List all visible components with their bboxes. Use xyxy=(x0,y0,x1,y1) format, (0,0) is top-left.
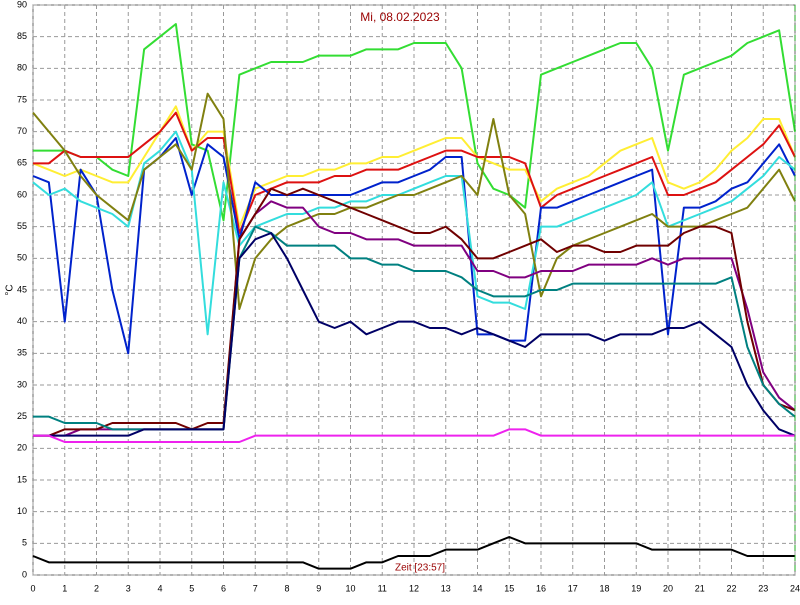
x-tick-label: 13 xyxy=(441,583,451,593)
x-tick-label: 12 xyxy=(409,583,419,593)
x-tick-label: 17 xyxy=(568,583,578,593)
lines xyxy=(32,23,796,570)
y-tick-label: 85 xyxy=(17,31,27,41)
y-tick-label: 70 xyxy=(17,126,27,136)
x-tick-label: 9 xyxy=(316,583,321,593)
x-tick-label: 24 xyxy=(790,583,800,593)
y-tick-label: 0 xyxy=(22,569,27,579)
x-tick-label: 21 xyxy=(695,583,705,593)
x-tick-label: 20 xyxy=(663,583,673,593)
series-line xyxy=(33,111,796,234)
x-tick-label: 11 xyxy=(378,583,387,593)
x-tick-label: 18 xyxy=(599,583,609,593)
y-tick-label: 40 xyxy=(17,316,27,326)
y-tick-label: 80 xyxy=(17,63,27,73)
series-line xyxy=(32,92,796,310)
series-line xyxy=(32,536,795,570)
y-tick-label: 35 xyxy=(17,348,27,358)
y-tick-label: 10 xyxy=(17,506,27,516)
x-tick-label: 8 xyxy=(284,583,289,593)
y-tick-label: 65 xyxy=(17,158,27,168)
y-axis-label: °C xyxy=(5,284,16,295)
y-tick-label: 30 xyxy=(17,379,27,389)
x-tick-label: 2 xyxy=(94,583,99,593)
x-tick-label: 1 xyxy=(62,583,67,593)
x-tick-label: 14 xyxy=(472,583,482,593)
series-line xyxy=(33,187,796,437)
time-annotation: Zeit [23:57] xyxy=(395,563,445,574)
series-line xyxy=(33,428,795,443)
y-tick-label: 20 xyxy=(17,443,27,453)
y-tick-label: 50 xyxy=(17,253,27,263)
x-tick-label: 7 xyxy=(253,583,258,593)
x-tick-label: 19 xyxy=(631,583,641,593)
x-tick-label: 0 xyxy=(30,583,35,593)
x-tick-label: 23 xyxy=(758,583,768,593)
series-line xyxy=(33,23,796,222)
y-tick-label: 75 xyxy=(17,94,27,104)
y-tick-label: 45 xyxy=(17,284,27,294)
y-tick-label: 25 xyxy=(17,411,27,421)
x-tick-label: 16 xyxy=(536,583,546,593)
x-tick-label: 4 xyxy=(157,583,162,593)
x-tick-label: 15 xyxy=(504,583,514,593)
y-tick-label: 90 xyxy=(17,0,27,9)
chart-title: Mi, 08.02.2023 xyxy=(360,10,440,24)
y-tick-label: 55 xyxy=(17,221,27,231)
x-tick-label: 5 xyxy=(189,583,194,593)
series-line xyxy=(33,232,796,437)
y-tick-label: 60 xyxy=(17,189,27,199)
y-tick-label: 15 xyxy=(17,474,27,484)
x-tick-label: 6 xyxy=(221,583,226,593)
x-tick-label: 3 xyxy=(126,583,131,593)
y-tick-label: 5 xyxy=(22,538,27,548)
x-tick-label: 10 xyxy=(345,583,355,593)
x-tick-label: 22 xyxy=(726,583,736,593)
